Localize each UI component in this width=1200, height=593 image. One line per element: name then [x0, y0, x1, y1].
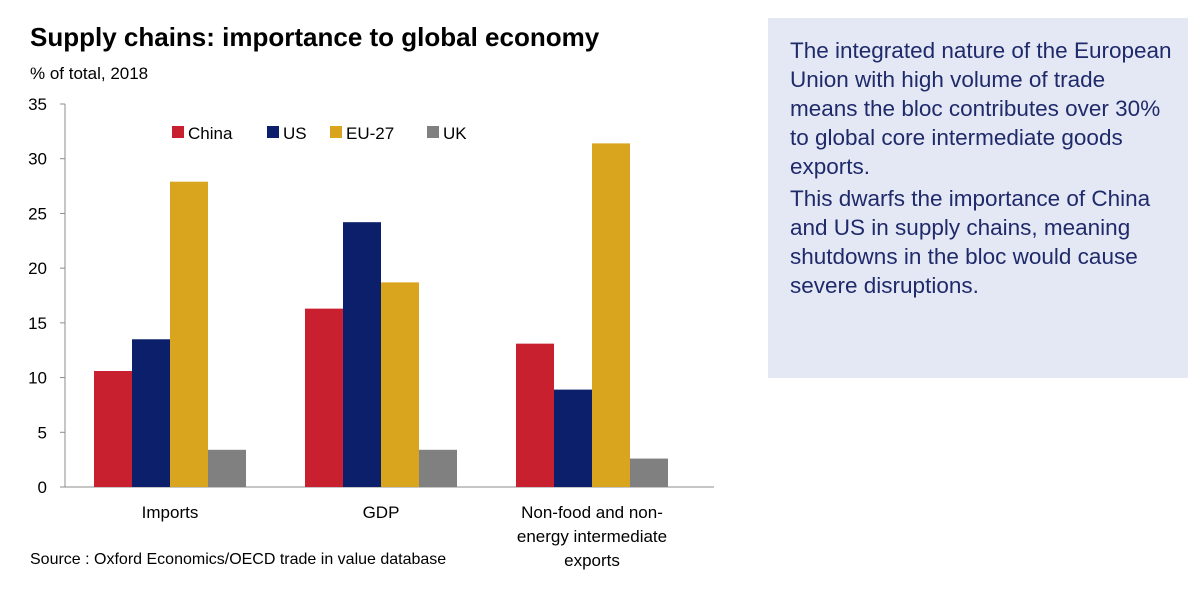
- x-category-label: Non-food and non-: [521, 503, 663, 522]
- legend-label-china: China: [188, 124, 233, 143]
- commentary-paragraph-1: The integrated nature of the European Un…: [790, 38, 1172, 179]
- legend-label-uk: UK: [443, 124, 467, 143]
- bar-china: [305, 308, 343, 487]
- x-category-label: exports: [564, 551, 620, 570]
- x-category-label: Imports: [142, 503, 199, 522]
- bar-us: [554, 389, 592, 487]
- bar-us: [132, 339, 170, 487]
- x-category-label: GDP: [363, 503, 400, 522]
- bar-us: [343, 222, 381, 487]
- bar-uk: [208, 449, 246, 487]
- legend-swatch-eu-27: [330, 126, 342, 138]
- bar-eu-27: [381, 282, 419, 487]
- legend-swatch-us: [267, 126, 279, 138]
- chart-subtitle: % of total, 2018: [30, 64, 149, 83]
- bar-chart: 0 5 10 15 20 25 30 35 Imports GDP Non-food and non…: [28, 95, 714, 570]
- bar-china: [94, 371, 132, 487]
- source-note: Source : Oxford Economics/OECD trade in …: [30, 551, 447, 568]
- y-tick-label: 25: [28, 204, 47, 223]
- legend-label-eu-27: EU-27: [346, 124, 394, 143]
- bar-eu-27: [170, 181, 208, 488]
- y-tick-label: 20: [28, 259, 47, 278]
- chart-title: Supply chains: importance to global econ…: [30, 22, 600, 52]
- y-tick-label: 35: [28, 95, 47, 114]
- bar-uk: [419, 449, 457, 487]
- bar-eu-27: [592, 143, 630, 487]
- bar-china: [516, 343, 554, 487]
- y-tick-label: 5: [38, 423, 47, 442]
- y-tick-label: 0: [38, 478, 47, 497]
- legend-label-us: US: [283, 124, 307, 143]
- legend-swatch-uk: [427, 126, 439, 138]
- bar-uk: [630, 458, 668, 487]
- legend-swatch-china: [172, 126, 184, 138]
- y-tick-label: 10: [28, 369, 47, 388]
- commentary-paragraph-2: This dwarfs the importance of China and …: [790, 186, 1151, 298]
- commentary-box: The integrated nature of the European Un…: [768, 18, 1188, 378]
- x-category-label: energy intermediate: [517, 527, 667, 546]
- y-tick-label: 15: [28, 314, 47, 333]
- y-tick-label: 30: [28, 150, 47, 169]
